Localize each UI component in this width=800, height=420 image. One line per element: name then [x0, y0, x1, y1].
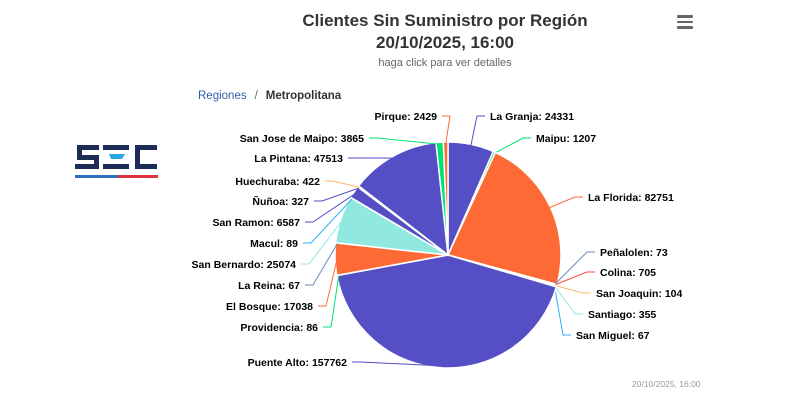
chart-subtitle: haga click para ver detalles [378, 57, 512, 69]
connector-line [554, 284, 591, 294]
breadcrumb-current: Metropolitana [265, 90, 342, 102]
data-label[interactable]: Huechuraba: 422 [235, 176, 320, 188]
data-label[interactable]: La Granja: 24331 [490, 111, 574, 123]
hamburger-icon[interactable] [677, 15, 693, 31]
connector-line [548, 196, 583, 209]
data-label[interactable]: Pirque: 2429 [375, 111, 438, 123]
connector-line [554, 271, 595, 286]
data-label[interactable]: San Joaquin: 104 [596, 288, 683, 300]
connector-line [369, 137, 440, 145]
connector-line [305, 192, 357, 223]
data-label[interactable]: Providencia: 86 [240, 322, 318, 334]
connector-line [352, 361, 443, 367]
connector-line [325, 180, 361, 188]
connector-line [554, 285, 583, 315]
chart-title: Clientes Sin Suministro por Región 20/10… [0, 10, 800, 54]
chart-credits: 20/10/2025, 16:00 [632, 379, 701, 389]
data-label[interactable]: San Miguel: 67 [576, 330, 650, 342]
data-label[interactable]: Maipu: 1207 [536, 133, 596, 145]
chart-title-line2: 20/10/2025, 16:00 [375, 33, 514, 52]
data-label[interactable]: La Pintana: 47513 [254, 153, 343, 165]
connector-line [301, 219, 344, 265]
pie-slice-puente-alto[interactable] [336, 254, 558, 369]
sec-logo [75, 145, 158, 178]
data-label[interactable]: La Florida: 82751 [588, 192, 674, 204]
chart-title-line1: Clientes Sin Suministro por Región [302, 11, 588, 30]
data-label[interactable]: Macul: 89 [250, 238, 298, 250]
connector-line [554, 251, 595, 285]
breadcrumb: Regiones / Metropolitana [198, 90, 341, 102]
data-label[interactable]: Puente Alto: 157762 [248, 357, 348, 369]
connector-line [470, 115, 485, 147]
connector-line [493, 137, 531, 155]
data-label[interactable]: El Bosque: 17038 [226, 301, 313, 313]
connector-line [303, 198, 353, 244]
data-label[interactable]: Colina: 705 [600, 267, 656, 279]
data-label[interactable]: San Jose de Maipo: 3865 [240, 133, 364, 145]
data-label[interactable]: Santiago: 355 [588, 309, 656, 321]
connector-line [314, 187, 360, 202]
data-label[interactable]: San Ramon: 6587 [212, 217, 300, 229]
connector-line [318, 258, 338, 307]
connector-line [554, 286, 571, 336]
connector-line [323, 275, 340, 328]
data-label[interactable]: La Reina: 67 [238, 280, 300, 292]
data-label[interactable]: Peñalolen: 73 [600, 247, 668, 259]
data-label[interactable]: San Bernardo: 25074 [192, 259, 297, 271]
breadcrumb-regiones-link[interactable]: Regiones [198, 90, 247, 102]
breadcrumb-separator: / [254, 90, 258, 102]
connector-line [442, 115, 451, 145]
data-label[interactable]: Ñuñoa: 327 [252, 195, 309, 208]
connector-line [305, 242, 339, 286]
